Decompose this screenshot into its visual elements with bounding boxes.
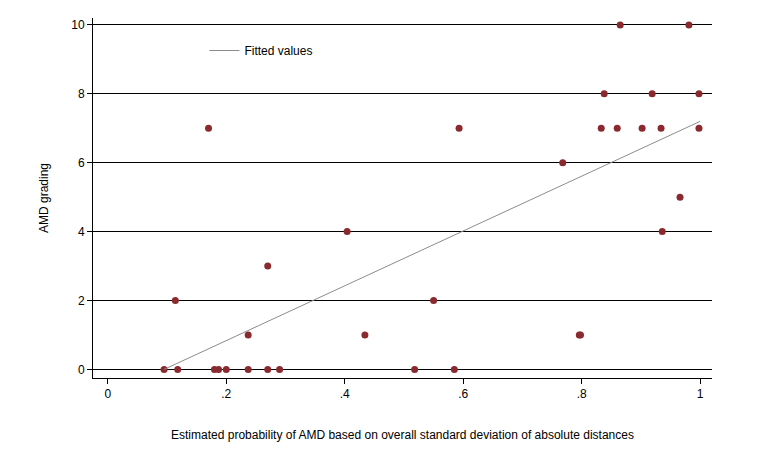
svg-text:1: 1	[697, 387, 704, 401]
svg-text:.6: .6	[458, 387, 468, 401]
svg-text:6: 6	[78, 156, 85, 170]
svg-text:0: 0	[104, 387, 111, 401]
svg-text:2: 2	[78, 294, 85, 308]
svg-text:Fitted values: Fitted values	[244, 44, 312, 58]
svg-text:AMD grading: AMD grading	[37, 163, 51, 233]
svg-text:Estimated probability of AMD b: Estimated probability of AMD based on ov…	[171, 428, 634, 442]
svg-text:10: 10	[71, 18, 85, 32]
svg-text:.4: .4	[340, 387, 350, 401]
svg-text:.2: .2	[221, 387, 231, 401]
svg-text:4: 4	[78, 225, 85, 239]
svg-text:0: 0	[78, 363, 85, 377]
svg-text:.8: .8	[577, 387, 587, 401]
svg-text:8: 8	[78, 87, 85, 101]
